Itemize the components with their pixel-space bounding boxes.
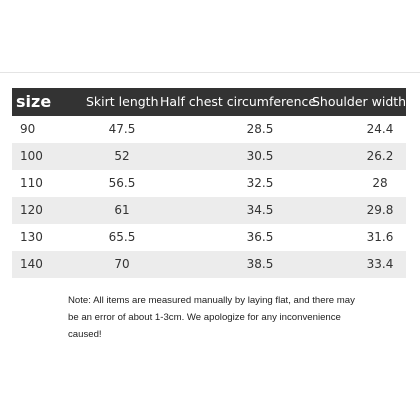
divider [0,72,420,73]
table-cell: 100 [20,149,43,163]
table-cell: 70 [114,257,130,271]
table-row: 100 52 30.5 26.2 [12,143,406,170]
table-row: 130 65.5 36.5 31.6 [12,224,406,251]
table-cell: 34.5 [246,203,274,217]
table-row: 140 70 38.5 33.4 [12,251,406,278]
table-row: 120 61 34.5 29.8 [12,197,406,224]
table-row: 90 47.5 28.5 24.4 [12,116,406,143]
table-cell: 30.5 [246,149,274,163]
table-cell: 120 [20,203,43,217]
table-cell: 65.5 [108,230,136,244]
table-row: 110 56.5 32.5 28 [12,170,406,197]
table-cell: 28 [372,176,388,190]
table-cell: 24.4 [366,122,394,136]
header-cell: Skirt length [86,94,159,109]
size-table: size Skirt length Half chest circumference… [12,88,406,278]
table-cell: 33.4 [366,257,394,271]
table-cell: 52 [114,149,130,163]
table-cell: 61 [114,203,130,217]
table-cell: 140 [20,257,43,271]
table-cell: 56.5 [108,176,136,190]
header-cell: Half chest circumference [160,94,317,109]
table-cell: 28.5 [246,122,274,136]
table-cell: 32.5 [246,176,274,190]
header-row: size Skirt length Half chest circumference… [12,88,406,116]
header-cell: size [16,92,52,111]
table-cell: 90 [20,122,36,136]
table-cell: 38.5 [246,257,274,271]
table-cell: 36.5 [246,230,274,244]
table-cell: 26.2 [366,149,394,163]
note: Note: All items are measured manually by… [68,295,355,340]
table-cell: 110 [20,176,43,190]
table-cell: 47.5 [108,122,136,136]
table-cell: 130 [20,230,43,244]
table-cell: 29.8 [366,203,394,217]
table-cell: 31.6 [366,230,394,244]
header-cell: Shoulder width [312,94,407,109]
